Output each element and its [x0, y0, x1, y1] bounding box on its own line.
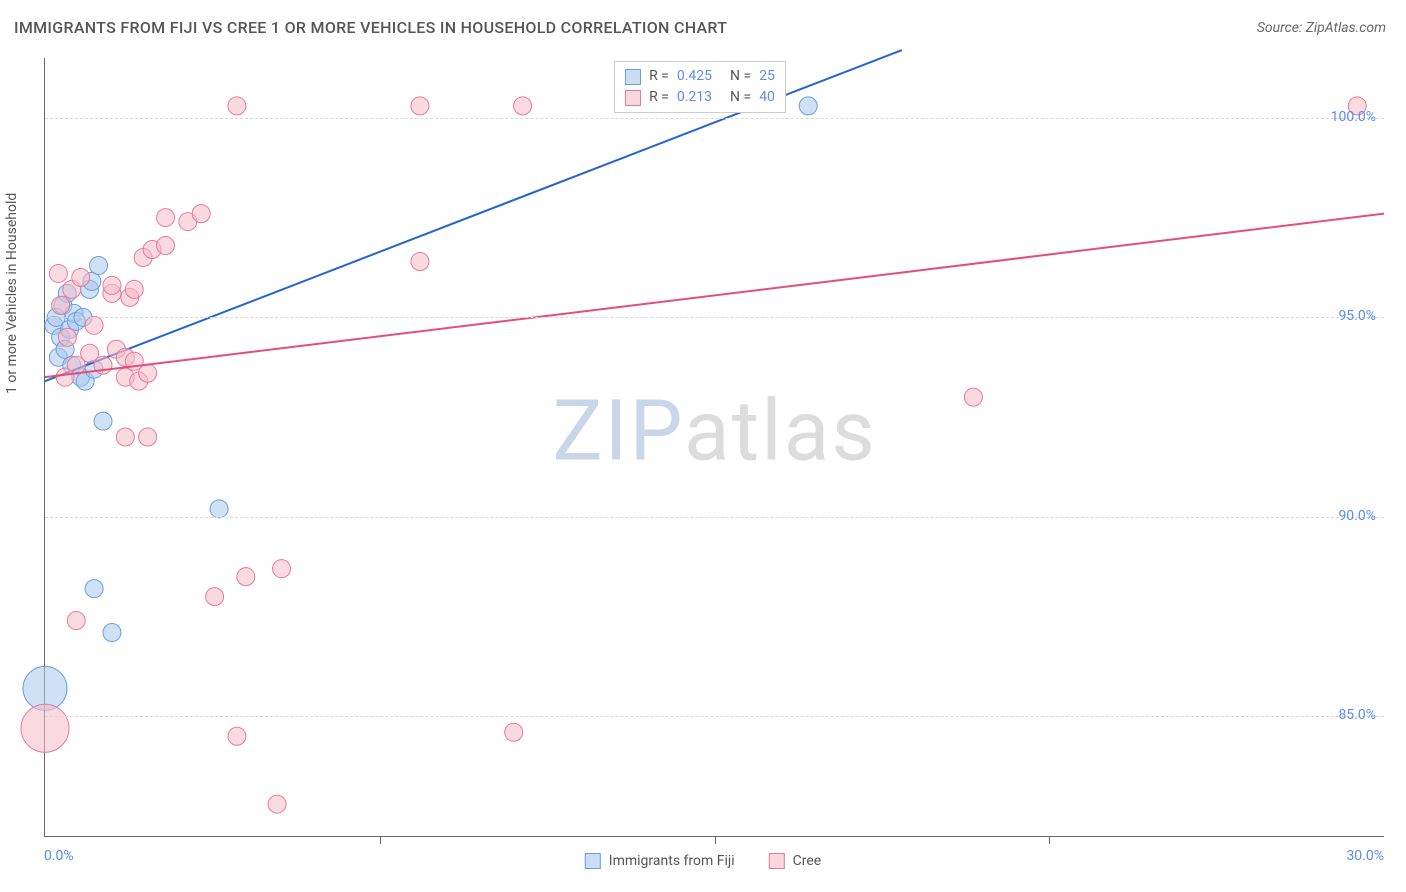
- y-tick-label: 85.0%: [1338, 707, 1376, 723]
- gridline-h: [45, 118, 1384, 119]
- plot-svg: [45, 58, 1384, 836]
- legend-item: Cree: [769, 853, 822, 869]
- scatter-point: [206, 588, 224, 606]
- legend-stats-row: R = 0.213 N = 40: [625, 87, 775, 108]
- legend-swatch: [625, 90, 641, 106]
- gridline-h: [45, 317, 1384, 318]
- scatter-point: [157, 209, 175, 227]
- scatter-point: [157, 237, 175, 255]
- scatter-point: [964, 388, 982, 406]
- legend-r-label: R =: [649, 66, 669, 87]
- x-axis-min-label: 0.0%: [44, 848, 74, 864]
- scatter-point: [799, 97, 817, 115]
- legend-swatch: [769, 853, 785, 869]
- scatter-point: [139, 428, 157, 446]
- scatter-point: [228, 97, 246, 115]
- plot-area: ZIPatlas R =0.425N =25R =0.213N =40 85.0…: [44, 58, 1384, 837]
- scatter-point: [85, 580, 103, 598]
- legend-item: Immigrants from Fiji: [585, 853, 735, 869]
- x-tick: [1049, 836, 1050, 844]
- legend-stats: R = 0.425 N = 25 R = 0.213 N = 40: [614, 61, 786, 113]
- scatter-point: [72, 268, 90, 286]
- scatter-point: [52, 296, 70, 314]
- scatter-point: [268, 795, 286, 813]
- legend-n-value: 25: [759, 66, 775, 87]
- scatter-point: [94, 412, 112, 430]
- legend-swatch: [625, 69, 641, 85]
- scatter-point: [210, 500, 228, 518]
- y-tick-label: 100.0%: [1331, 109, 1376, 125]
- scatter-point: [273, 560, 291, 578]
- scatter-point: [116, 428, 134, 446]
- scatter-point: [237, 568, 255, 586]
- scatter-point: [49, 264, 67, 282]
- scatter-point: [411, 97, 429, 115]
- trendline: [45, 214, 1384, 378]
- chart-title: IMMIGRANTS FROM FIJI VS CREE 1 OR MORE V…: [14, 18, 727, 37]
- scatter-point: [125, 280, 143, 298]
- scatter-point: [56, 368, 74, 386]
- correlation-chart: IMMIGRANTS FROM FIJI VS CREE 1 OR MORE V…: [0, 0, 1406, 892]
- scatter-point: [103, 624, 121, 642]
- scatter-point: [58, 328, 76, 346]
- legend-series-label: Immigrants from Fiji: [609, 853, 735, 869]
- scatter-point: [505, 723, 523, 741]
- y-tick-label: 95.0%: [1338, 308, 1376, 324]
- y-tick-label: 90.0%: [1338, 508, 1376, 524]
- x-tick: [380, 836, 381, 844]
- legend-r-value: 0.213: [677, 87, 712, 108]
- scatter-point: [85, 316, 103, 334]
- scatter-point: [90, 256, 108, 274]
- legend-series-label: Cree: [793, 853, 822, 869]
- scatter-point: [411, 252, 429, 270]
- legend-series: Immigrants from Fiji Cree: [585, 853, 821, 869]
- scatter-point: [192, 205, 210, 223]
- legend-swatch: [585, 853, 601, 869]
- legend-n-label: N =: [730, 87, 751, 108]
- x-axis-max-label: 30.0%: [1346, 848, 1384, 864]
- scatter-point: [103, 276, 121, 294]
- scatter-point: [139, 364, 157, 382]
- scatter-point: [67, 612, 85, 630]
- scatter-point: [228, 727, 246, 745]
- y-axis-title: 1 or more Vehicles in Household: [4, 193, 20, 394]
- legend-r-label: R =: [649, 87, 669, 108]
- gridline-h: [45, 716, 1384, 717]
- scatter-point: [21, 704, 69, 752]
- x-tick: [715, 836, 716, 844]
- scatter-point: [514, 97, 532, 115]
- legend-r-value: 0.425: [677, 66, 712, 87]
- source-attribution: Source: ZipAtlas.com: [1257, 20, 1386, 36]
- gridline-h: [45, 517, 1384, 518]
- legend-stats-row: R = 0.425 N = 25: [625, 66, 775, 87]
- legend-n-value: 40: [759, 87, 775, 108]
- legend-n-label: N =: [730, 66, 751, 87]
